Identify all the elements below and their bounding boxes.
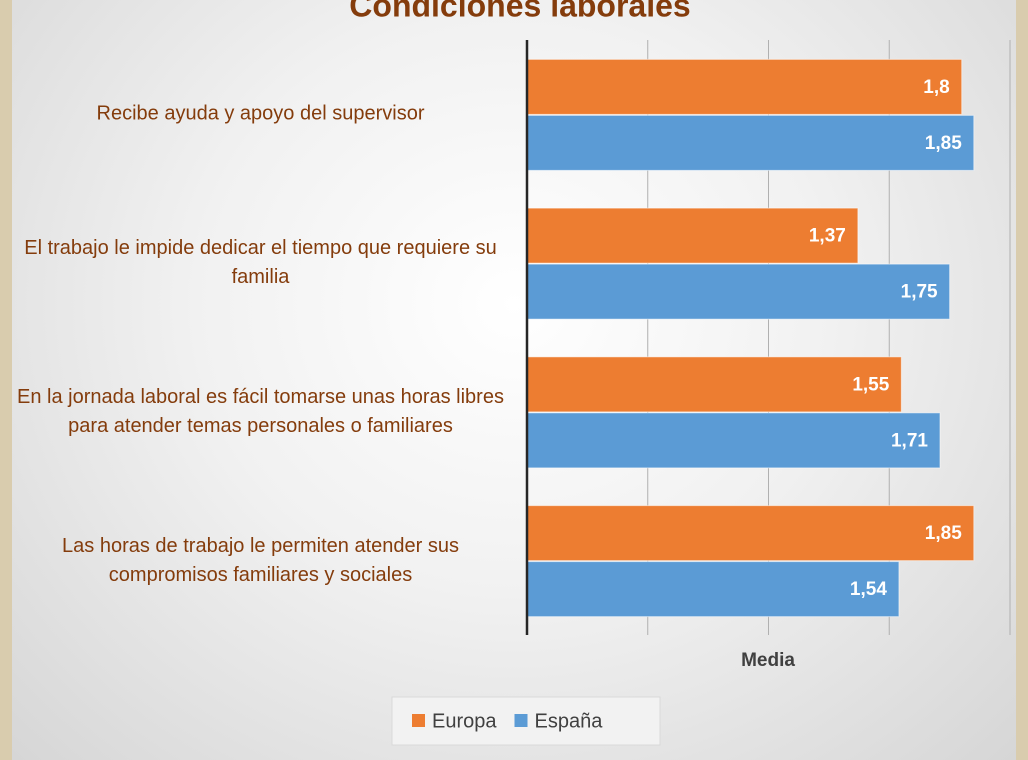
chart-title: Condiciones laborales — [349, 0, 690, 23]
data-label: 1,55 — [852, 374, 889, 395]
legend-label: Europa — [432, 710, 497, 732]
bar — [526, 114, 975, 171]
y-tick-label: Las horas de trabajo le permiten atender… — [62, 534, 459, 586]
data-label: 1,54 — [850, 579, 887, 600]
data-label: 1,8 — [923, 77, 949, 98]
data-label: 1,37 — [809, 226, 846, 247]
data-label: 1,71 — [891, 430, 928, 451]
y-tick-label: En la jornada laboral es fácil tomarse u… — [17, 385, 504, 437]
legend-swatch — [412, 714, 425, 727]
y-tick-label: Recibe ayuda y apoyo del supervisor — [96, 102, 425, 125]
bar — [526, 561, 900, 618]
data-label: 1,75 — [901, 282, 938, 303]
bar — [526, 58, 963, 115]
bar — [526, 505, 975, 562]
legend-label: España — [535, 710, 604, 732]
data-label: 1,85 — [925, 523, 962, 544]
bar — [526, 412, 941, 469]
bar — [526, 356, 902, 413]
bar — [526, 207, 859, 264]
data-label: 1,85 — [925, 133, 962, 154]
bar — [526, 263, 951, 320]
y-tick-label: El trabajo le impide dedicar el tiempo q… — [24, 237, 497, 289]
x-axis-label: Media — [741, 650, 795, 671]
legend-swatch — [514, 714, 528, 727]
